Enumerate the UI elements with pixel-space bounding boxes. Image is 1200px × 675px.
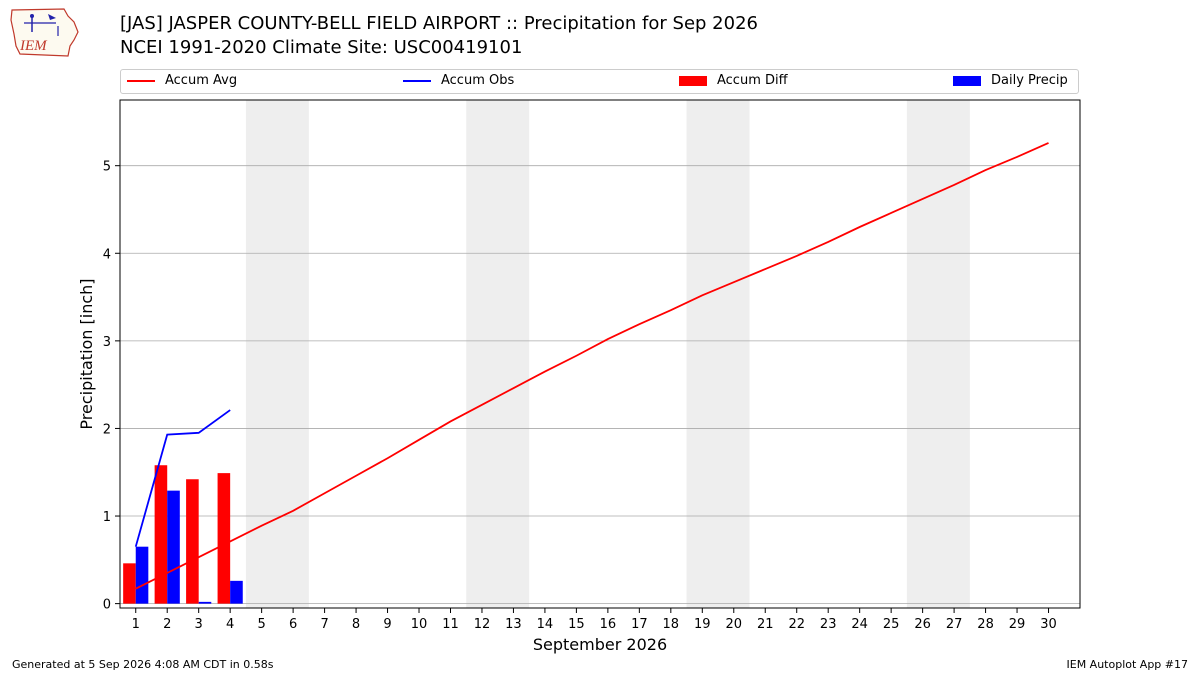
ytick-label-4: 4 [103,247,111,262]
xtick-label-12: 12 [474,617,491,632]
xtick-label-5: 5 [257,617,265,632]
accum-avg-line [135,142,1049,590]
weekend-band-3 [906,100,970,608]
legend-daily-precip-label: Daily Precip [991,73,1068,88]
legend-accum-diff: Accum Diff [679,73,788,88]
xtick-label-15: 15 [568,617,585,632]
xtick-label-29: 29 [1009,617,1026,632]
xtick-label-19: 19 [694,617,711,632]
ytick-label-0: 0 [103,598,111,613]
legend-daily-precip-swatch [953,75,981,86]
weekend-band-0 [245,100,309,608]
legend-accum-avg-swatch [127,79,155,82]
ytick-label-3: 3 [103,335,111,350]
legend-accum-obs-swatch [403,79,431,82]
daily-precip-bar-4 [230,580,243,604]
xtick-label-8: 8 [352,617,360,632]
xtick-label-21: 21 [757,617,774,632]
legend-accum-diff-swatch [679,75,707,86]
xtick-label-18: 18 [663,617,680,632]
xtick-label-4: 4 [226,617,234,632]
accum-diff-bar-3 [186,479,199,604]
xtick-label-6: 6 [289,617,297,632]
logo-text: IEM [19,38,48,54]
chart-subtitle: NCEI 1991-2020 Climate Site: USC00419101 [120,37,523,58]
daily-precip-bar-1 [135,546,149,604]
xtick-label-16: 16 [600,617,617,632]
legend-accum-obs-label: Accum Obs [441,73,515,88]
xtick-label-28: 28 [977,617,994,632]
app-note: IEM Autoplot App #17 [1066,658,1189,671]
xtick-label-1: 1 [132,617,140,632]
xtick-label-17: 17 [631,617,648,632]
ytick-label-2: 2 [103,422,111,437]
plot-frame [119,99,1081,609]
accum-diff-bar-1 [123,563,136,604]
xtick-label-25: 25 [883,617,900,632]
x-axis-label: September 2026 [533,635,667,654]
iem-logo: IEM [10,8,79,57]
legend: Accum Avg Accum Obs Accum Diff Daily Pre… [120,69,1079,94]
legend-accum-obs: Accum Obs [403,73,514,88]
xtick-label-23: 23 [820,617,837,632]
accum-diff-bar-2 [154,465,168,604]
legend-accum-avg-label: Accum Avg [165,73,238,88]
chart-title: [JAS] JASPER COUNTY-BELL FIELD AIRPORT :… [120,13,758,34]
accum-diff-bar-4 [217,473,231,604]
ytick-label-1: 1 [103,510,111,525]
xtick-label-13: 13 [505,617,522,632]
xtick-label-11: 11 [442,617,459,632]
xtick-label-7: 7 [320,617,328,632]
weekend-band-1 [466,100,530,608]
ytick-label-5: 5 [103,160,111,175]
legend-accum-diff-label: Accum Diff [717,73,788,88]
xtick-label-10: 10 [411,617,428,632]
xtick-label-14: 14 [537,617,554,632]
accum-obs-line [134,409,231,547]
xtick-label-27: 27 [946,617,963,632]
legend-daily-precip: Daily Precip [953,73,1068,88]
daily-precip-bar-2 [167,490,180,604]
xtick-label-22: 22 [788,617,805,632]
legend-accum-avg: Accum Avg [127,73,237,88]
xtick-label-3: 3 [195,617,203,632]
xtick-label-2: 2 [163,617,171,632]
iowa-outline-icon [10,8,79,57]
xtick-label-24: 24 [851,617,868,632]
xtick-label-26: 26 [914,617,931,632]
xtick-label-9: 9 [383,617,391,632]
xtick-label-20: 20 [725,617,742,632]
daily-precip-bar-3 [198,601,212,604]
xtick-label-30: 30 [1040,617,1057,632]
generated-note: Generated at 5 Sep 2026 4:08 AM CDT in 0… [12,658,274,671]
y-axis-label: Precipitation [inch] [77,278,96,429]
weekend-band-2 [686,100,750,608]
